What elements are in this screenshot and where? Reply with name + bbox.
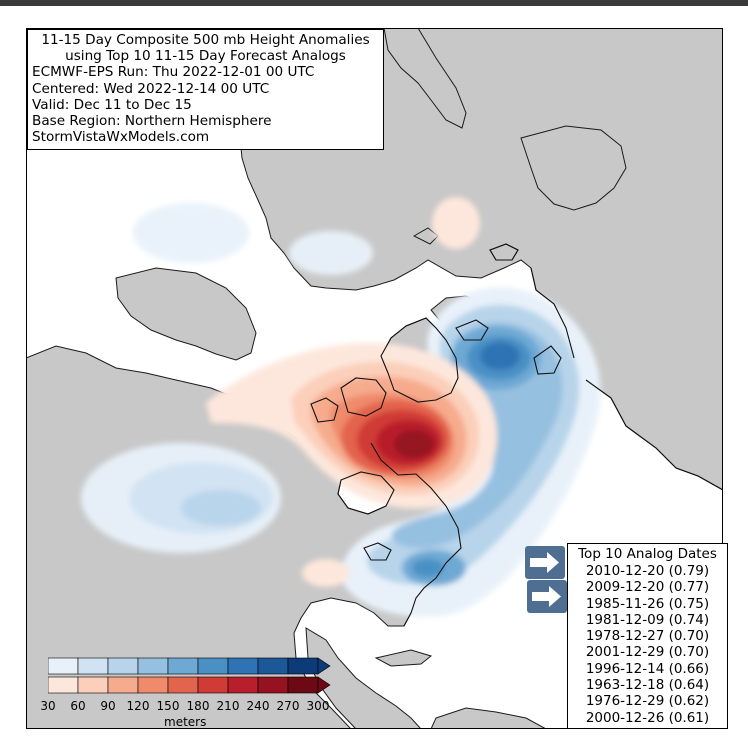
title-line-2: using Top 10 11-15 Day Forecast Analogs xyxy=(65,48,346,65)
run-label: ECMWF-EPS Run: Thu 2022-12-01 00 UTC xyxy=(32,64,315,81)
next-arrow-button[interactable] xyxy=(525,546,565,579)
colorbar-positive-swatch xyxy=(137,676,169,694)
colorbar-positive-swatch xyxy=(287,676,319,694)
colorbar-positive-swatch xyxy=(107,676,139,694)
colorbar-tick-label: 270 xyxy=(276,699,300,713)
analog-row: 2009-12-20 (0.77) xyxy=(585,579,710,596)
analog-row: 1978-12-27 (0.70) xyxy=(585,628,710,645)
analog-header: Top 10 Analog Dates xyxy=(578,546,717,562)
analog-row: 2000-12-26 (0.61) xyxy=(585,709,710,726)
analog-row: 2001-12-29 (0.70) xyxy=(585,644,710,661)
analog-dates-box: Top 10 Analog Dates 2010-12-20 (0.79) 20… xyxy=(567,543,728,729)
title-line-1: 11-15 Day Composite 500 mb Height Anomal… xyxy=(41,32,370,48)
arrow-right-icon xyxy=(530,552,559,573)
colorbar-positive-swatch-extend xyxy=(317,676,331,694)
colorbar-tick-label: 90 xyxy=(100,699,116,713)
colorbar-negative-swatch xyxy=(77,657,109,675)
colorbar-tick-label: 30 xyxy=(40,699,56,713)
colorbar-negative-swatch xyxy=(167,657,199,675)
colorbar-tick-label: 240 xyxy=(246,699,270,713)
colorbar-tick-label: 120 xyxy=(126,699,150,713)
colorbar-negative-swatch xyxy=(107,657,139,675)
colorbar-positive-swatch xyxy=(227,676,259,694)
colorbar-negative-swatch xyxy=(287,657,319,675)
analog-row: 1981-12-09 (0.74) xyxy=(585,611,710,628)
colorbar: 30 60 90 120 150 180 210 240 270 300 meters xyxy=(40,656,338,729)
analog-row: 1985-11-26 (0.75) xyxy=(585,595,710,612)
colorbar-tick-label: 150 xyxy=(156,699,180,713)
colorbar-positive-swatch xyxy=(77,676,109,694)
colorbar-tick-label: 300 xyxy=(306,699,330,713)
colorbar-negative-swatch xyxy=(227,657,259,675)
colorbar-ticks: 30 60 90 120 150 180 210 240 270 300 xyxy=(38,699,338,715)
analog-row: 1976-12-29 (0.62) xyxy=(585,693,710,710)
title-box: 11-15 Day Composite 500 mb Height Anomal… xyxy=(27,29,384,150)
coastlines xyxy=(310,243,723,627)
analog-row: 1963-12-18 (0.64) xyxy=(585,677,710,694)
colorbar-positive-swatch xyxy=(47,676,79,694)
colorbar-tick-label: 210 xyxy=(216,699,240,713)
colorbar-positive-swatch xyxy=(197,676,229,694)
colorbar-negative-swatch xyxy=(47,657,79,675)
colorbar-swatches xyxy=(47,657,331,694)
colorbar-tick-label: 180 xyxy=(186,699,210,713)
colorbar-tick-label: 60 xyxy=(70,699,86,713)
centered-label: Centered: Wed 2022-12-14 00 UTC xyxy=(32,80,270,97)
top-bar xyxy=(0,0,748,6)
valid-label: Valid: Dec 11 to Dec 15 xyxy=(32,96,192,113)
source-label: StormVistaWxModels.com xyxy=(32,129,210,146)
base-region-label: Base Region: Northern Hemisphere xyxy=(32,113,272,130)
anomaly-fields xyxy=(81,197,601,617)
colorbar-positive-swatch xyxy=(257,676,289,694)
forward-arrow-button[interactable] xyxy=(527,580,567,613)
colorbar-negative-swatch xyxy=(197,657,229,675)
analog-row: 2010-12-20 (0.79) xyxy=(585,563,710,579)
arrow-right-icon xyxy=(532,586,561,607)
analog-row: 1996-12-14 (0.66) xyxy=(585,660,710,677)
colorbar-negative-swatch xyxy=(257,657,289,675)
colorbar-negative-swatch-extend xyxy=(317,657,331,675)
colorbar-negative-swatch xyxy=(137,657,169,675)
colorbar-unit: meters xyxy=(164,715,207,729)
colorbar-positive-swatch xyxy=(167,676,199,694)
